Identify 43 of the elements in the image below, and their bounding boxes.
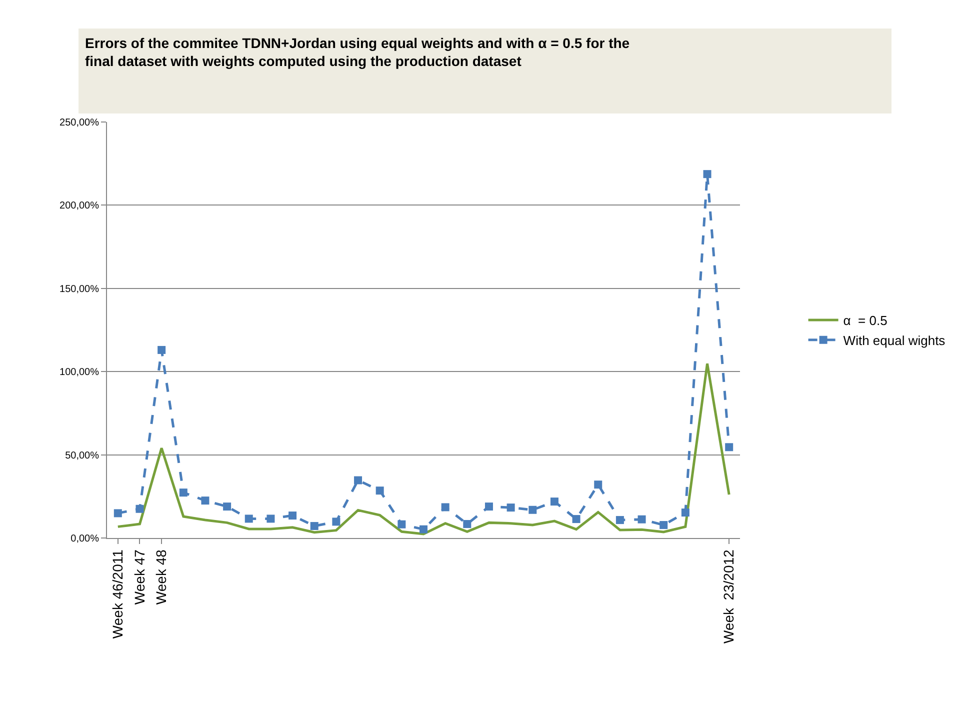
point	[136, 504, 144, 513]
point	[420, 525, 428, 534]
legend-label: With equal wights	[843, 332, 946, 348]
y-tick-label: 100,00%	[60, 367, 100, 378]
x-tick-label: Week 23/2012	[720, 549, 737, 644]
point	[528, 506, 537, 514]
point	[660, 521, 668, 530]
point	[484, 502, 493, 511]
point	[703, 170, 712, 178]
y-tick-label: 0,00%	[70, 534, 100, 544]
point	[616, 516, 624, 524]
point	[572, 515, 580, 524]
x-tick-label: Week 46/2011	[109, 549, 126, 639]
point	[179, 488, 188, 497]
y-tick-label: 200,00%	[60, 200, 100, 212]
point	[638, 515, 646, 524]
point	[376, 486, 384, 495]
point	[725, 443, 734, 452]
point	[463, 520, 472, 528]
point	[310, 522, 318, 530]
point	[681, 508, 690, 517]
point	[332, 518, 340, 526]
point	[201, 496, 210, 505]
x-tick-label: Week 47	[131, 549, 148, 605]
point	[244, 514, 253, 523]
chart-title: Errors of the commitee TDNN+Jordan using equal weights and with α = 0.5 for the final dataset with weights computed using the production dataset	[85, 35, 630, 70]
point	[223, 502, 232, 511]
point	[266, 514, 275, 523]
y-tick-label: 50,00%	[65, 450, 100, 462]
legend-label: α = 0.5	[843, 313, 888, 328]
point	[594, 480, 602, 489]
y-tick-label: 150,00%	[60, 284, 100, 295]
x-tick-label: Week 48	[153, 549, 170, 605]
point	[288, 512, 297, 520]
point	[398, 520, 406, 528]
line-series	[116, 362, 730, 536]
point	[550, 498, 558, 506]
point	[354, 476, 362, 484]
point	[158, 346, 166, 354]
y-tick-label: 250,00%	[60, 118, 100, 128]
point	[506, 504, 515, 512]
point	[114, 509, 122, 518]
point	[441, 503, 450, 512]
